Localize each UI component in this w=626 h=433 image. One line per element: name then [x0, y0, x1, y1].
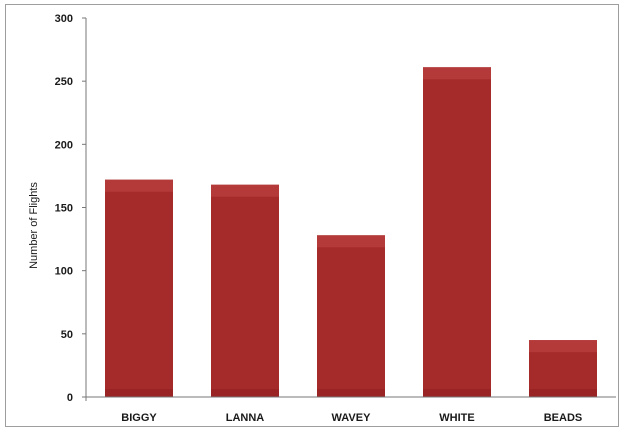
bar-lanna: [211, 184, 279, 397]
y-tick-label: 300: [55, 13, 73, 25]
x-axis: BIGGY LANNA WAVEY WHITE BEADS: [86, 396, 616, 424]
bar-biggy: [105, 179, 173, 397]
bar-bottom-shade: [105, 389, 173, 397]
x-tick-label: WAVEY: [332, 412, 372, 424]
bar-top-highlight: [105, 179, 173, 192]
x-tick-label: BEADS: [544, 412, 583, 424]
x-tick-label: WHITE: [439, 412, 474, 424]
y-tick-label: 200: [55, 139, 73, 151]
bar-top-highlight: [211, 184, 279, 197]
bar-top-highlight: [317, 235, 385, 248]
x-tick-label: LANNA: [226, 412, 265, 424]
x-tick-label: BIGGY: [121, 412, 157, 424]
bar-bottom-shade: [211, 389, 279, 397]
bar-bottom-shade: [317, 389, 385, 397]
y-tick-label: 100: [55, 266, 73, 278]
y-axis-title: Number of Flights: [28, 182, 40, 269]
y-tick-label: 250: [55, 76, 73, 88]
y-tick-label: 50: [61, 329, 73, 341]
y-tick-label: 150: [55, 203, 73, 215]
bar-bottom-shade: [529, 389, 597, 397]
bars: [105, 67, 597, 398]
y-tick-label: 0: [67, 392, 73, 404]
bar-top-highlight: [529, 340, 597, 353]
y-axis: 0 50 100 150 200 250 300: [55, 13, 87, 404]
bar-top-highlight: [423, 67, 491, 80]
bar-bottom-shade: [423, 389, 491, 397]
bar-white: [423, 67, 491, 398]
bar-wavey: [317, 235, 385, 397]
